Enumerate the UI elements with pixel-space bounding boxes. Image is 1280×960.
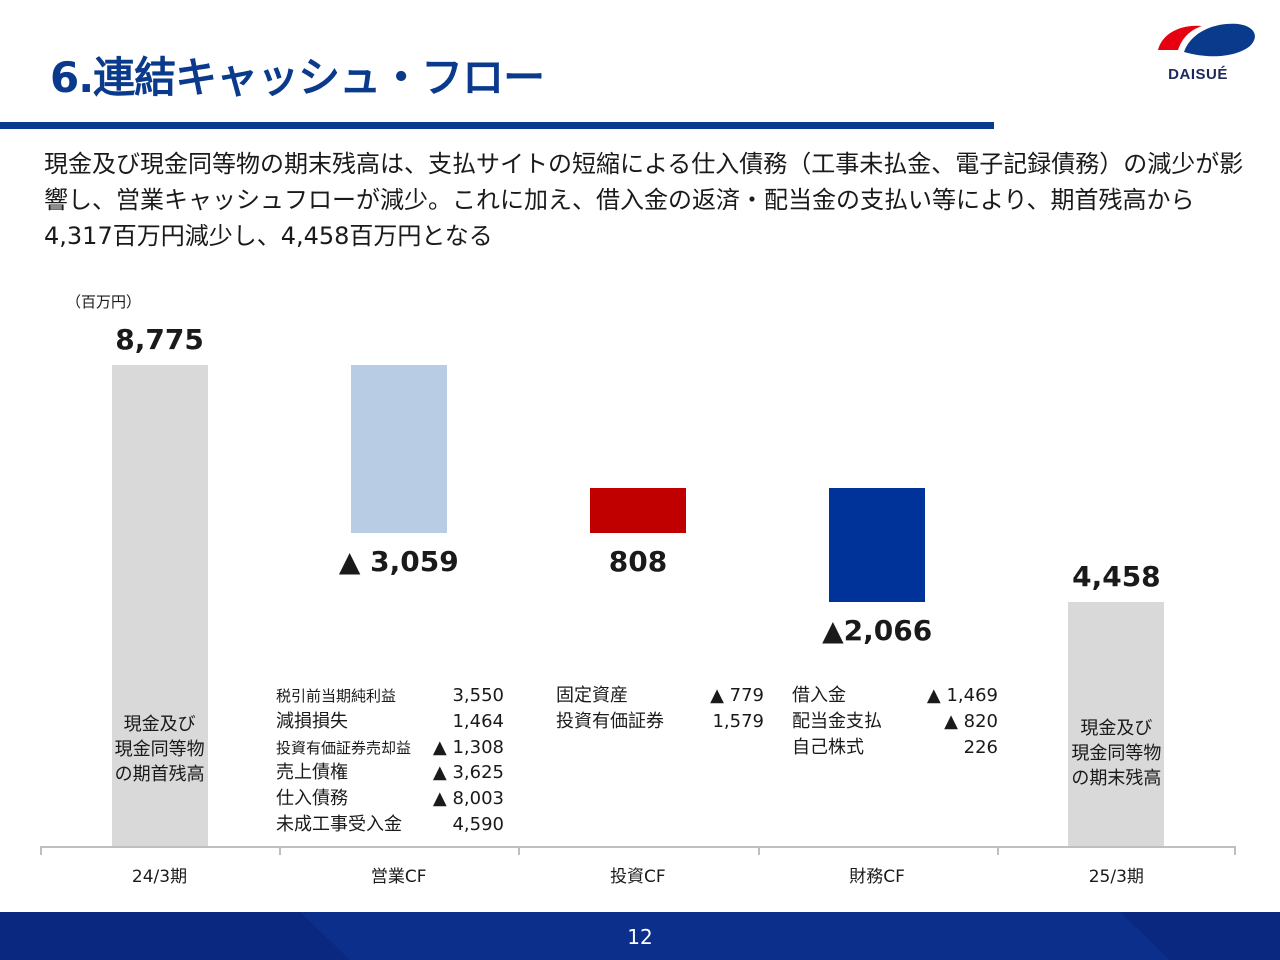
bar-value-label-5: 4,458: [1072, 559, 1161, 593]
investing-item-name: 投資有価証券: [556, 710, 664, 732]
logo-text: DAISUÉ: [1168, 66, 1228, 83]
operating-item-value: ▲ 3,625: [432, 762, 504, 784]
bar-2: [350, 365, 447, 533]
x-tick-label-4: 財務CF: [849, 867, 905, 887]
footer-right-shade: [1120, 912, 1280, 960]
bar-inner-label-1: 現金及び 現金同等物 の期首残高: [114, 714, 205, 785]
unit-label: （百万円）: [66, 293, 142, 311]
bar-value-label-3: 808: [608, 544, 668, 578]
summary-text: 現金及び現金同等物の期末残高は、支払サイトの短縮による仕入債務（工事未払金、電子…: [44, 150, 1244, 250]
bar-4: [829, 488, 926, 602]
operating-item-value: 4,590: [452, 814, 504, 835]
operating-item-value: 3,550: [452, 685, 504, 706]
financing-item-name: 配当金支払: [792, 710, 882, 732]
x-tick-label-3: 投資CF: [610, 867, 666, 887]
bar-value-label-1: 8,775: [115, 323, 204, 356]
x-axis-tick: [1234, 846, 1236, 855]
footer-band: [0, 912, 1280, 960]
logo-blue-swoosh: [1184, 23, 1255, 57]
x-tick-label-1: 24/3期: [131, 867, 188, 887]
financing-item-value: 226: [963, 736, 998, 758]
x-tick-label-5: 25/3期: [1088, 867, 1144, 887]
operating-item-value: ▲ 8,003: [432, 788, 504, 810]
operating-item-name: 売上債権: [276, 762, 348, 784]
operating-item-name: 投資有価証券売却益: [276, 738, 412, 757]
x-tick-label-2: 営業CF: [370, 867, 427, 887]
operating-item-value: 1,464: [452, 710, 504, 732]
company-logo: [1158, 23, 1255, 57]
operating-item-name: 税引前当期純利益: [276, 687, 397, 705]
x-axis-tick: [757, 846, 760, 855]
bar-1: [111, 365, 208, 846]
x-axis-tick: [996, 846, 999, 855]
title-underline: [0, 122, 994, 129]
financing-item-name: 借入金: [792, 685, 846, 706]
financing-item-value: ▲ 1,469: [926, 685, 998, 706]
bar-5: [1068, 601, 1165, 846]
financing-item-value: ▲ 820: [944, 710, 998, 732]
logo-red-swoosh: [1158, 25, 1202, 50]
investing-item-value: ▲ 779: [710, 685, 764, 706]
x-axis-tick: [40, 846, 42, 855]
x-axis-line: [40, 846, 1236, 848]
operating-item-name: 減損損失: [276, 710, 348, 732]
footer-left-shade: [0, 912, 350, 960]
footer-decoration: [0, 912, 1280, 960]
financing-item-name: 自己株式: [792, 736, 864, 758]
page-title: 6.連結キャッシュ・フロー: [50, 53, 545, 102]
bar-3: [590, 488, 686, 533]
operating-item-name: 未成工事受入金: [276, 814, 402, 835]
bar-value-label-2: ▲ 3,059: [338, 544, 459, 578]
operating-item-value: ▲ 1,308: [432, 736, 504, 758]
page-number: 12: [627, 925, 653, 949]
bar-value-label-4: ▲2,066: [822, 613, 933, 647]
bar-inner-label-5: 現金及び 現金同等物 の期末残高: [1071, 718, 1162, 789]
operating-item-name: 仕入債務: [276, 788, 348, 810]
investing-item-name: 固定資産: [556, 685, 628, 706]
investing-item-value: 1,579: [712, 710, 764, 732]
x-axis-tick: [518, 846, 521, 855]
x-axis-tick: [279, 846, 282, 855]
